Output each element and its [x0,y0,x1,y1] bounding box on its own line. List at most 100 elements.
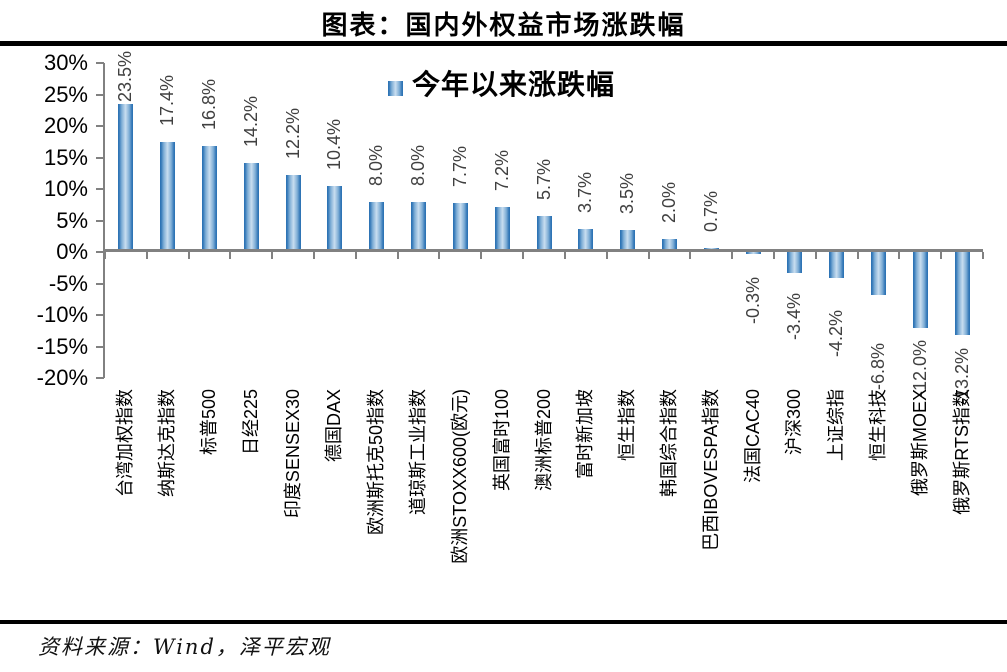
value-label: 3.5% [617,172,638,214]
bar [620,229,636,252]
category-label: 沪深300 [784,389,805,456]
legend-swatch-icon [388,80,403,96]
y-tick [96,314,104,316]
y-tick [96,282,104,285]
x-tick [104,252,106,259]
bar [870,252,886,295]
y-tick-label: 25% [43,81,88,107]
y-axis-line [103,63,105,378]
value-label: -6.8% [867,342,888,390]
source-note: 资料来源：Wind，泽平宏观 [38,635,331,659]
value-label: -4.2% [826,310,847,358]
x-tick [563,252,566,259]
x-tick [354,252,357,259]
x-tick [856,252,859,259]
x-tick [271,252,274,259]
bar [954,252,970,336]
y-tick [96,219,104,222]
y-tick [96,93,104,96]
x-tick [480,252,483,259]
y-tick-label: 20% [43,113,88,138]
bar [327,186,343,252]
x-tick [982,252,984,259]
y-tick-label: 0% [56,239,88,264]
bottom-rule [0,620,1007,624]
bar [160,142,176,252]
category-label: 标普500 [199,389,220,456]
x-tick [605,252,608,259]
legend-label: 今年以来涨跌幅 [412,68,616,101]
x-tick [313,252,316,259]
category-label: 恒生指数 [617,389,638,461]
value-label: 14.2% [240,95,261,147]
bar [536,216,552,252]
bar [787,252,803,274]
value-label: 8.0% [366,144,387,186]
y-tick [96,345,104,348]
category-label: 日经225 [240,389,261,456]
y-tick [96,188,104,190]
value-label: 17.4% [157,75,178,127]
bar [912,252,928,328]
bar [829,252,845,279]
category-label: 巴西IBOVESPA指数 [700,389,721,551]
bar [202,146,218,252]
category-label: 道琼斯工业指数 [408,389,429,515]
y-tick [96,62,104,64]
value-label: 3.7% [575,171,596,213]
y-tick-label: -20% [36,365,88,390]
value-label: 5.7% [533,159,554,201]
bar [494,206,510,252]
x-tick [940,252,943,259]
category-label: 富时新加坡 [575,389,596,479]
bar [661,239,677,252]
value-label: 16.8% [199,79,220,131]
y-tick [96,377,104,379]
y-tick [96,251,104,253]
x-tick [438,252,441,259]
value-label: 7.2% [491,149,512,191]
x-tick [814,252,817,259]
x-tick [145,252,148,259]
x-tick [731,252,734,259]
y-tick-label: 10% [43,176,88,201]
x-tick [689,252,692,259]
chart-title: 图表：国内外权益市场涨跌幅 [321,11,686,41]
bar [285,175,301,252]
bar [578,228,594,252]
y-tick-label: 5% [56,207,88,233]
x-tick [522,252,525,259]
y-tick-label: -10% [36,302,88,327]
category-label: 纳斯达克指数 [157,389,178,497]
value-label: 12.2% [282,108,303,160]
bar [369,201,385,252]
category-label: 俄罗斯MOEX [909,389,930,497]
top-rule [0,41,1007,46]
category-label: 上证综指 [826,389,847,461]
value-label: 0.7% [700,190,721,232]
category-label: 法国CAC40 [742,389,763,484]
x-tick [898,252,901,259]
x-tick [647,252,650,259]
x-tick [229,252,232,259]
value-label: 10.4% [324,119,345,171]
category-label: 俄罗斯RTS指数 [951,389,972,515]
y-tick-label: 30% [43,50,88,75]
value-label: -3.4% [784,293,805,341]
bar [118,103,134,252]
bar [411,201,427,252]
category-label: 韩国综合指数 [658,389,679,497]
bar [452,203,468,252]
chart-legend: 今年以来涨跌幅 [388,68,615,102]
bar [243,162,259,252]
value-label: -0.3% [742,276,763,324]
y-tick [96,125,104,127]
category-label: 欧洲斯托克50指数 [366,389,387,536]
category-label: 德国DAX [324,389,345,463]
category-label: 恒生科技 [867,389,888,461]
value-label: 2.0% [658,182,679,224]
x-axis-line [105,249,983,252]
x-tick [396,252,399,259]
category-label: 印度SENSEX30 [282,389,303,519]
